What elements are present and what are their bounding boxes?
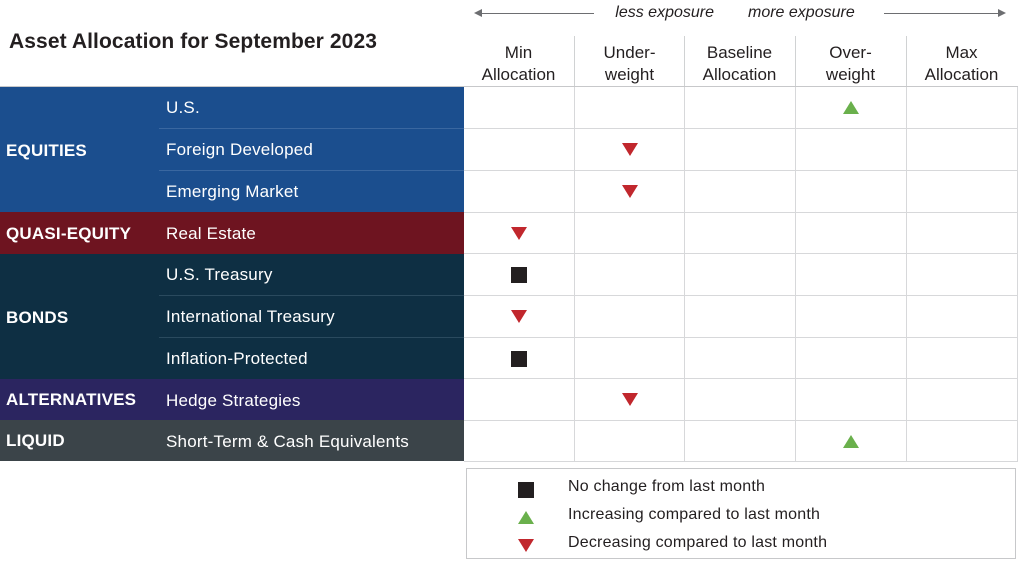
right-arrow-line: [884, 13, 1002, 14]
triangle-up-icon: [518, 511, 534, 524]
legend-text: Increasing compared to last month: [568, 506, 821, 523]
row-label-us-treasury: U.S. Treasury: [159, 254, 464, 295]
triangle-up-icon: [843, 435, 859, 448]
column-header-line2: Allocation: [481, 65, 556, 84]
header-divider: [574, 36, 575, 86]
column-header-min-allocation: Min Allocation: [463, 42, 574, 86]
grid-row-line: [464, 461, 1018, 462]
grid-column-line: [906, 87, 907, 461]
category-quasi-equity: QUASI-EQUITY: [0, 212, 464, 254]
column-header-underweight: Under- weight: [574, 42, 685, 86]
square-icon: [511, 350, 527, 367]
column-header-line2: weight: [825, 65, 876, 84]
row-label: U.S. Treasury: [166, 265, 273, 284]
column-header-line2: weight: [604, 65, 655, 84]
header-divider: [795, 36, 796, 86]
row-label-emerging-market: Emerging Market: [159, 171, 464, 212]
grid-row-line: [464, 212, 1018, 213]
category-equities: EQUITIES: [0, 87, 464, 212]
page-title: Asset Allocation for September 2023: [9, 30, 378, 53]
category-label: EQUITIES: [6, 141, 87, 160]
grid-column-line: [684, 87, 685, 461]
column-header-line2: Allocation: [702, 65, 777, 84]
column-header-line1: Under-: [603, 43, 656, 62]
legend-item-decreasing: Decreasing compared to last month: [467, 533, 1015, 557]
row-label-inflation-protected: Inflation-Protected: [159, 338, 464, 379]
more-exposure-indicator: more exposure: [748, 4, 1006, 24]
triangle-down-icon: [511, 227, 527, 240]
header-divider: [684, 36, 685, 86]
grid-row-line: [464, 253, 1018, 254]
row-label: U.S.: [166, 98, 200, 117]
row-label-hedge-strategies: Hedge Strategies: [159, 380, 464, 421]
less-exposure-indicator: less exposure: [474, 4, 714, 24]
row-label: Foreign Developed: [166, 140, 314, 159]
column-header-overweight: Over- weight: [795, 42, 906, 86]
triangle-down-icon: [622, 143, 638, 156]
triangle-up-icon: [843, 101, 859, 114]
grid-row-line: [464, 337, 1018, 338]
row-divider: [159, 337, 464, 338]
grid-row-line: [464, 295, 1018, 296]
category-alternatives: ALTERNATIVES: [0, 379, 464, 420]
row-label: Emerging Market: [166, 182, 299, 201]
legend-item-increasing: Increasing compared to last month: [467, 505, 1015, 529]
row-label-short-term-cash: Short-Term & Cash Equivalents: [159, 421, 464, 462]
category-label: ALTERNATIVES: [6, 390, 137, 409]
column-header-line1: Max: [945, 43, 978, 62]
column-header-line1: Baseline: [706, 43, 773, 62]
triangle-down-icon: [622, 185, 638, 198]
square-icon: [511, 266, 527, 283]
legend: No change from last month Increasing com…: [466, 468, 1016, 559]
category-label: QUASI-EQUITY: [6, 224, 132, 243]
row-label-real-estate: Real Estate: [159, 213, 464, 254]
column-header-line2: Allocation: [924, 65, 999, 84]
row-label: Short-Term & Cash Equivalents: [166, 432, 409, 451]
row-label: International Treasury: [166, 307, 335, 326]
row-label-international-treasury: International Treasury: [159, 296, 464, 337]
row-divider: [159, 295, 464, 296]
category-label: LIQUID: [6, 431, 65, 450]
column-header-max-allocation: Max Allocation: [906, 42, 1017, 86]
row-divider: [159, 128, 464, 129]
grid-row-line: [464, 128, 1018, 129]
more-exposure-label: more exposure: [748, 4, 855, 21]
header-underline: [0, 86, 1018, 87]
triangle-down-icon: [622, 393, 638, 406]
row-label: Real Estate: [166, 224, 257, 243]
grid-column-line: [795, 87, 796, 461]
category-bonds: BONDS: [0, 254, 464, 379]
column-header-line1: Min: [504, 43, 533, 62]
triangle-down-icon: [511, 310, 527, 323]
triangle-down-icon: [518, 539, 534, 552]
category-label: BONDS: [6, 308, 69, 327]
legend-text: No change from last month: [568, 478, 766, 495]
category-liquid: LIQUID: [0, 420, 464, 461]
row-label: Inflation-Protected: [166, 349, 308, 368]
column-header-baseline-allocation: Baseline Allocation: [684, 42, 795, 86]
grid-row-line: [464, 378, 1018, 379]
header-divider: [906, 36, 907, 86]
row-label: Hedge Strategies: [166, 391, 301, 410]
grid-right-border: [1017, 87, 1018, 461]
legend-text: Decreasing compared to last month: [568, 534, 828, 551]
grid-row-line: [464, 420, 1018, 421]
left-arrow-line: [478, 13, 594, 14]
row-label-foreign-developed: Foreign Developed: [159, 129, 464, 170]
grid-column-line: [574, 87, 575, 461]
grid-row-line: [464, 170, 1018, 171]
right-arrow-icon: [998, 9, 1006, 17]
row-label-us: U.S.: [159, 87, 464, 128]
legend-item-no-change: No change from last month: [467, 477, 1015, 501]
square-icon: [518, 482, 534, 498]
row-divider: [159, 170, 464, 171]
less-exposure-label: less exposure: [615, 4, 714, 21]
column-header-line1: Over-: [829, 43, 872, 62]
